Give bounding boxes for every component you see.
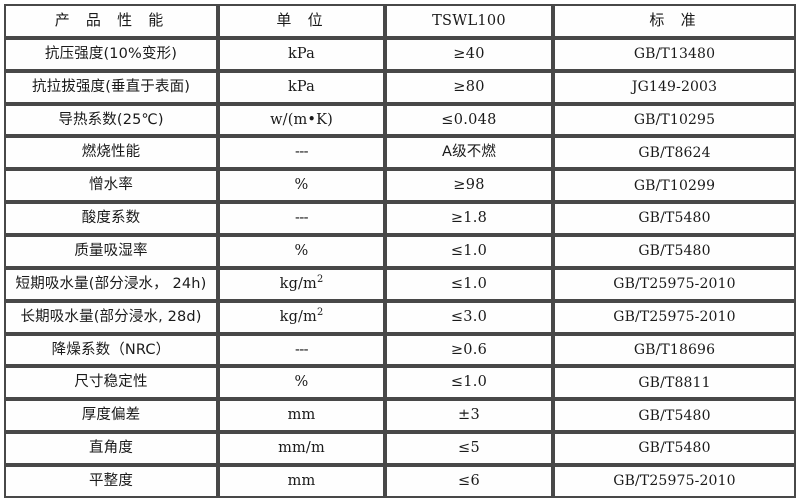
unit-base: kg/m bbox=[279, 275, 317, 292]
cell-standard: GB/T5480 bbox=[553, 202, 796, 235]
cell-unit: kPa bbox=[218, 37, 385, 71]
table-row: 燃烧性能 --- A级不燃 GB/T8624 bbox=[4, 136, 796, 170]
cell-property: 降燥系数（NRC） bbox=[4, 333, 218, 367]
table-row: 直角度 mm/m ≤5 GB/T5480 bbox=[4, 432, 796, 465]
table-row: 抗压强度(10%变形) kPa ≥40 GB/T13480 bbox=[4, 37, 796, 71]
cell-unit: mm bbox=[218, 399, 385, 433]
cell-unit: kg/m2 bbox=[218, 267, 385, 301]
cell-property: 导热系数(25℃) bbox=[4, 103, 218, 137]
cell-unit: % bbox=[218, 169, 385, 203]
cell-standard: GB/T25975-2010 bbox=[553, 300, 796, 334]
cell-value: ≤6 bbox=[385, 464, 553, 498]
column-header-property: 产 品 性 能 bbox=[4, 4, 218, 38]
cell-property: 酸度系数 bbox=[4, 202, 218, 235]
cell-property: 质量吸湿率 bbox=[4, 234, 218, 268]
cell-property: 短期吸水量(部分浸水， 24h) bbox=[4, 267, 218, 301]
cell-unit: --- bbox=[218, 202, 385, 235]
column-header-value: TSWL100 bbox=[385, 4, 553, 38]
table-row: 质量吸湿率% ≤1.0 GB/T5480 bbox=[4, 234, 796, 268]
cell-property: 长期吸水量(部分浸水, 28d) bbox=[4, 300, 218, 334]
cell-standard: JG149-2003 bbox=[553, 70, 796, 104]
cell-property: 憎水率 bbox=[4, 169, 218, 203]
table-row: 长期吸水量(部分浸水, 28d) kg/m2 ≤3.0 GB/T25975-2010 bbox=[4, 300, 796, 334]
cell-value: ≥1.8 bbox=[385, 202, 553, 235]
cell-standard: GB/T5480 bbox=[553, 399, 796, 433]
cell-value: ≤1.0 bbox=[385, 267, 553, 301]
cell-value: ≤1.0 bbox=[385, 234, 553, 268]
cell-property: 厚度偏差 bbox=[4, 399, 218, 433]
cell-standard: GB/T10295 bbox=[553, 103, 796, 137]
cell-value: ≤5 bbox=[385, 432, 553, 465]
cell-standard: GB/T8811 bbox=[553, 366, 796, 400]
table-row: 尺寸稳定性% ≤1.0 GB/T8811 bbox=[4, 366, 796, 400]
cell-value: A级不燃 bbox=[385, 136, 553, 170]
cell-property: 抗压强度(10%变形) bbox=[4, 37, 218, 71]
table-row: 短期吸水量(部分浸水， 24h) kg/m2 ≤1.0 GB/T25975-2010 bbox=[4, 267, 796, 301]
cell-unit: kPa bbox=[218, 70, 385, 104]
cell-property: 平整度 bbox=[4, 464, 218, 498]
table-row: 酸度系数 --- ≥1.8 GB/T5480 bbox=[4, 202, 796, 235]
table-row: 厚度偏差 mm ±3 GB/T5480 bbox=[4, 399, 796, 433]
unit-base: kg/m bbox=[279, 308, 317, 325]
column-header-unit: 单 位 bbox=[218, 4, 385, 38]
cell-value: ≥0.6 bbox=[385, 333, 553, 367]
cell-unit: mm/m bbox=[218, 432, 385, 465]
cell-standard: GB/T10299 bbox=[553, 169, 796, 203]
cell-value: ±3 bbox=[385, 399, 553, 433]
table-row: 导热系数(25℃) w/(m•K) ≤0.048 GB/T10295 bbox=[4, 103, 796, 137]
unit-exponent: 2 bbox=[316, 274, 324, 286]
cell-unit: --- bbox=[218, 136, 385, 170]
cell-standard: GB/T25975-2010 bbox=[553, 464, 796, 498]
cell-value: ≥80 bbox=[385, 70, 553, 104]
cell-value: ≥40 bbox=[385, 37, 553, 71]
cell-standard: GB/T13480 bbox=[553, 37, 796, 71]
product-performance-table: 产 品 性 能单 位 TSWL100 标 准抗压强度(10%变形) kPa ≥40 GB/… bbox=[4, 4, 796, 498]
cell-unit: % bbox=[218, 234, 385, 268]
table-header-row: 产 品 性 能单 位 TSWL100 标 准 bbox=[4, 4, 796, 38]
cell-standard: GB/T18696 bbox=[553, 333, 796, 367]
cell-property: 抗拉拔强度(垂直于表面) bbox=[4, 70, 218, 104]
cell-standard: GB/T5480 bbox=[553, 234, 796, 268]
cell-unit: --- bbox=[218, 333, 385, 367]
column-header-standard: 标 准 bbox=[553, 4, 796, 38]
cell-standard: GB/T8624 bbox=[553, 136, 796, 170]
table-row: 平整度 mm ≤6 GB/T25975-2010 bbox=[4, 464, 796, 498]
cell-property: 尺寸稳定性 bbox=[4, 366, 218, 400]
cell-value: ≤1.0 bbox=[385, 366, 553, 400]
cell-standard: GB/T25975-2010 bbox=[553, 267, 796, 301]
unit-exponent: 2 bbox=[316, 306, 324, 318]
table-row: 抗拉拔强度(垂直于表面) kPa ≥80 JG149-2003 bbox=[4, 70, 796, 104]
cell-unit: % bbox=[218, 366, 385, 400]
cell-property: 直角度 bbox=[4, 432, 218, 465]
cell-value: ≤3.0 bbox=[385, 300, 553, 334]
table-row: 憎水率% ≥98 GB/T10299 bbox=[4, 169, 796, 203]
table-row: 降燥系数（NRC） --- ≥0.6 GB/T18696 bbox=[4, 333, 796, 367]
cell-unit: kg/m2 bbox=[218, 300, 385, 334]
cell-unit: mm bbox=[218, 464, 385, 498]
spec-table-container: 产 品 性 能单 位 TSWL100 标 准抗压强度(10%变形) kPa ≥40 GB/… bbox=[4, 4, 796, 498]
cell-standard: GB/T5480 bbox=[553, 432, 796, 465]
cell-unit: w/(m•K) bbox=[218, 103, 385, 137]
cell-value: ≤0.048 bbox=[385, 103, 553, 137]
cell-value: ≥98 bbox=[385, 169, 553, 203]
cell-property: 燃烧性能 bbox=[4, 136, 218, 170]
